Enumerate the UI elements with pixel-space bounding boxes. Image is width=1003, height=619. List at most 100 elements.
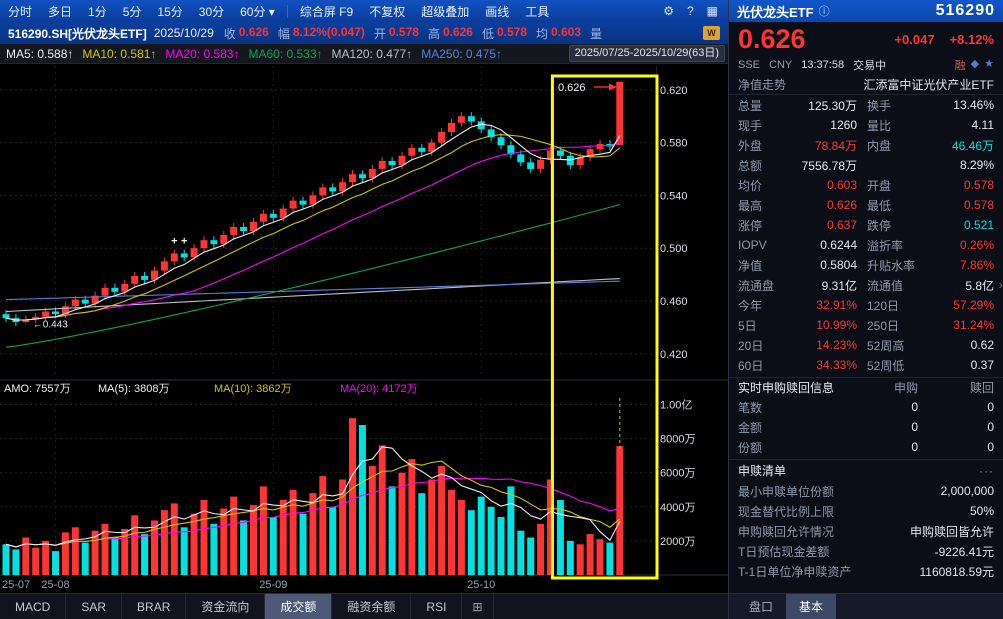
quote-grid-row: 均价 0.603 开盘 0.578: [729, 175, 1003, 195]
quote-field-label: 量: [590, 26, 603, 41]
indicator-tab-turnover[interactable]: 成交额: [265, 594, 333, 619]
quote-fields: 收 0.626 幅 8.12%(0.047) 开 0.578 高 0.626 低 0.578 均 0.…: [224, 25, 614, 42]
field-label: 开盘: [867, 178, 892, 193]
period-tab-fenshi[interactable]: 分时: [8, 4, 33, 19]
field-value: 14.23%: [816, 338, 857, 352]
field-value: 0.521: [963, 218, 994, 232]
grid-layout-icon[interactable]: ⊞: [462, 594, 494, 619]
quote-grid-row: 最高 0.626 最低 0.578: [729, 195, 1003, 215]
indicator-tab-moneyflow[interactable]: 资金流向: [186, 594, 266, 619]
quote-grid-row: IOPV 0.6244 溢折率 0.26%: [729, 235, 1003, 255]
ma-legend-item: MA20: 0.583↑: [165, 46, 240, 61]
svg-text:MA(5): 3808万: MA(5): 3808万: [98, 383, 170, 395]
more-icon[interactable]: ···: [979, 463, 994, 478]
indicator-tab-macd[interactable]: MACD: [0, 594, 67, 619]
wp-badge[interactable]: W: [703, 26, 720, 40]
price-change: +0.047: [894, 31, 935, 47]
svg-text:0.420: 0.420: [660, 349, 688, 361]
redeem-value: 0: [987, 440, 994, 454]
menu-item-composite-f9[interactable]: 综合屏 F9: [299, 4, 354, 19]
field-value: 34.33%: [816, 358, 857, 372]
chevron-right-icon[interactable]: ›: [998, 277, 1003, 292]
status-row: SSE CNY 13:37:58 交易中 融 ◆ ★: [729, 56, 1003, 74]
field-label: 20日: [738, 338, 764, 353]
menu-item-no-adjust[interactable]: 不复权: [369, 4, 406, 19]
svg-text:8000万: 8000万: [660, 434, 695, 446]
menu-item-tools[interactable]: 工具: [525, 4, 550, 19]
nav-trend-link[interactable]: 净值走势: [738, 77, 787, 92]
indicator-tab-margin-balance[interactable]: 融资余额: [332, 594, 412, 619]
period-tab-30min[interactable]: 30分: [198, 4, 225, 19]
trading-status: 交易中: [853, 60, 887, 72]
field-label: 120日: [867, 298, 900, 313]
field-label: 5日: [738, 318, 757, 333]
quote-grid-row: 流通盘 9.31亿 流通值 5.8亿 ›: [729, 275, 1003, 295]
svg-text:0.580: 0.580: [660, 138, 688, 150]
field-value: 32.91%: [816, 298, 857, 312]
field-value: 1260: [830, 118, 857, 132]
field-value: 9.31亿: [821, 278, 857, 293]
indicator-tab-bar: MACD SAR BRAR 资金流向 成交额 融资余额 RSI ⊞: [0, 593, 728, 619]
subscribe-value: 0: [911, 420, 918, 434]
svg-text:25-08: 25-08: [41, 579, 69, 591]
pcf-rows: 最小申赎单位份额 2,000,000 现金替代比例上限 50% 申购赎回允许情况 申购赎回…: [729, 481, 1003, 581]
ma-legend-item: MA120: 0.477↑: [331, 46, 413, 61]
realtime-title: 实时申购赎回信息: [738, 381, 835, 395]
toolbar-left: 分时 多日 1分 5分 15分 30分 60分 ▾ 综合屏 F9 不复权 超级叠加 画线 工具: [0, 3, 557, 20]
panels-icon[interactable]: ▦: [706, 4, 718, 18]
panel-tab-basic[interactable]: 基本: [786, 594, 837, 619]
quote-field-label: 均: [536, 26, 549, 41]
period-tab-duori[interactable]: 多日: [48, 4, 73, 19]
field-label: 笔数: [738, 400, 763, 415]
field-value: 13.46%: [953, 98, 994, 112]
quote-grid-row: 总量 125.30万 换手 13.46%: [729, 95, 1003, 115]
indicator-tab-sar[interactable]: SAR: [66, 594, 123, 619]
menu-item-draw-line[interactable]: 画线: [485, 4, 510, 19]
period-tab-5min[interactable]: 5分: [122, 4, 142, 19]
period-tab-1min[interactable]: 1分: [88, 4, 107, 19]
quote-field-value: 0.603: [551, 24, 582, 39]
settings-icon[interactable]: ⚙: [663, 4, 674, 18]
pcf-section-header: 申赎清单 ···: [729, 459, 1003, 481]
field-label: 流通值: [867, 278, 904, 293]
date-range-button[interactable]: 2025/07/25-2025/10/29(63日): [568, 45, 725, 62]
realtime-row: 笔数 0 0: [729, 397, 1003, 417]
panel-tab-order-book[interactable]: 盘口: [749, 600, 774, 614]
pcf-row: 现金替代比例上限 50%: [729, 501, 1003, 521]
exchange-label: SSE: [738, 59, 761, 71]
quote-field: 开 0.578: [374, 25, 428, 42]
svg-text:4000万: 4000万: [660, 502, 695, 514]
svg-text:1.00亿: 1.00亿: [660, 399, 692, 412]
field-value: 0.62: [970, 338, 994, 352]
field-label: 份额: [738, 440, 763, 455]
panel-tab-bar: 盘口 基本: [729, 593, 1003, 619]
field-label: 涨停: [738, 218, 763, 233]
kline-chart[interactable]: 0.620 0.580 0.540 0.500 0.460 0.420 1.00亿 8000万…: [0, 64, 728, 593]
indicator-tab-rsi[interactable]: RSI: [411, 594, 463, 619]
field-value: 5.8亿: [965, 278, 994, 293]
help-icon[interactable]: ?: [686, 4, 694, 18]
period-tab-15min[interactable]: 15分: [157, 4, 183, 19]
field-value: 0.603: [826, 178, 857, 192]
indicator-tab-brar[interactable]: BRAR: [122, 594, 187, 619]
field-label: 52周高: [867, 338, 905, 353]
margin-flag-icon: 融: [954, 60, 966, 72]
field-label: 250日: [867, 318, 900, 333]
field-label: 最小申赎单位份额: [738, 484, 835, 499]
field-value: 7556.78万: [801, 158, 857, 173]
panel-header: 光伏龙头ETF ⓘ 516290: [729, 0, 1003, 22]
fund-name[interactable]: 汇添富中证光伏产业ETF: [863, 77, 994, 92]
period-dropdown-60min[interactable]: 60分 ▾: [240, 4, 275, 19]
quote-grid: 总量 125.30万 换手 13.46% 现手 1260 量比 4.11 外盘 78.84万 内盘 4…: [729, 95, 1003, 375]
pcf-row: T-1日单位净申赎资产 1160818.59元: [729, 561, 1003, 581]
quote-field: 收 0.626: [224, 25, 278, 42]
currency-label: CNY: [769, 59, 793, 71]
realtime-section-header: 实时申购赎回信息 申购 赎回: [729, 377, 1003, 397]
field-value: 0.5804: [820, 258, 857, 272]
quote-field-value: 8.12%(0.047): [292, 24, 365, 39]
menu-item-super-overlay[interactable]: 超级叠加: [421, 4, 470, 19]
field-label: 均价: [738, 178, 763, 193]
info-icon[interactable]: ⓘ: [818, 6, 830, 18]
kline-chart-area[interactable]: 0.620 0.580 0.540 0.500 0.460 0.420 1.00亿 8000万…: [0, 64, 728, 593]
